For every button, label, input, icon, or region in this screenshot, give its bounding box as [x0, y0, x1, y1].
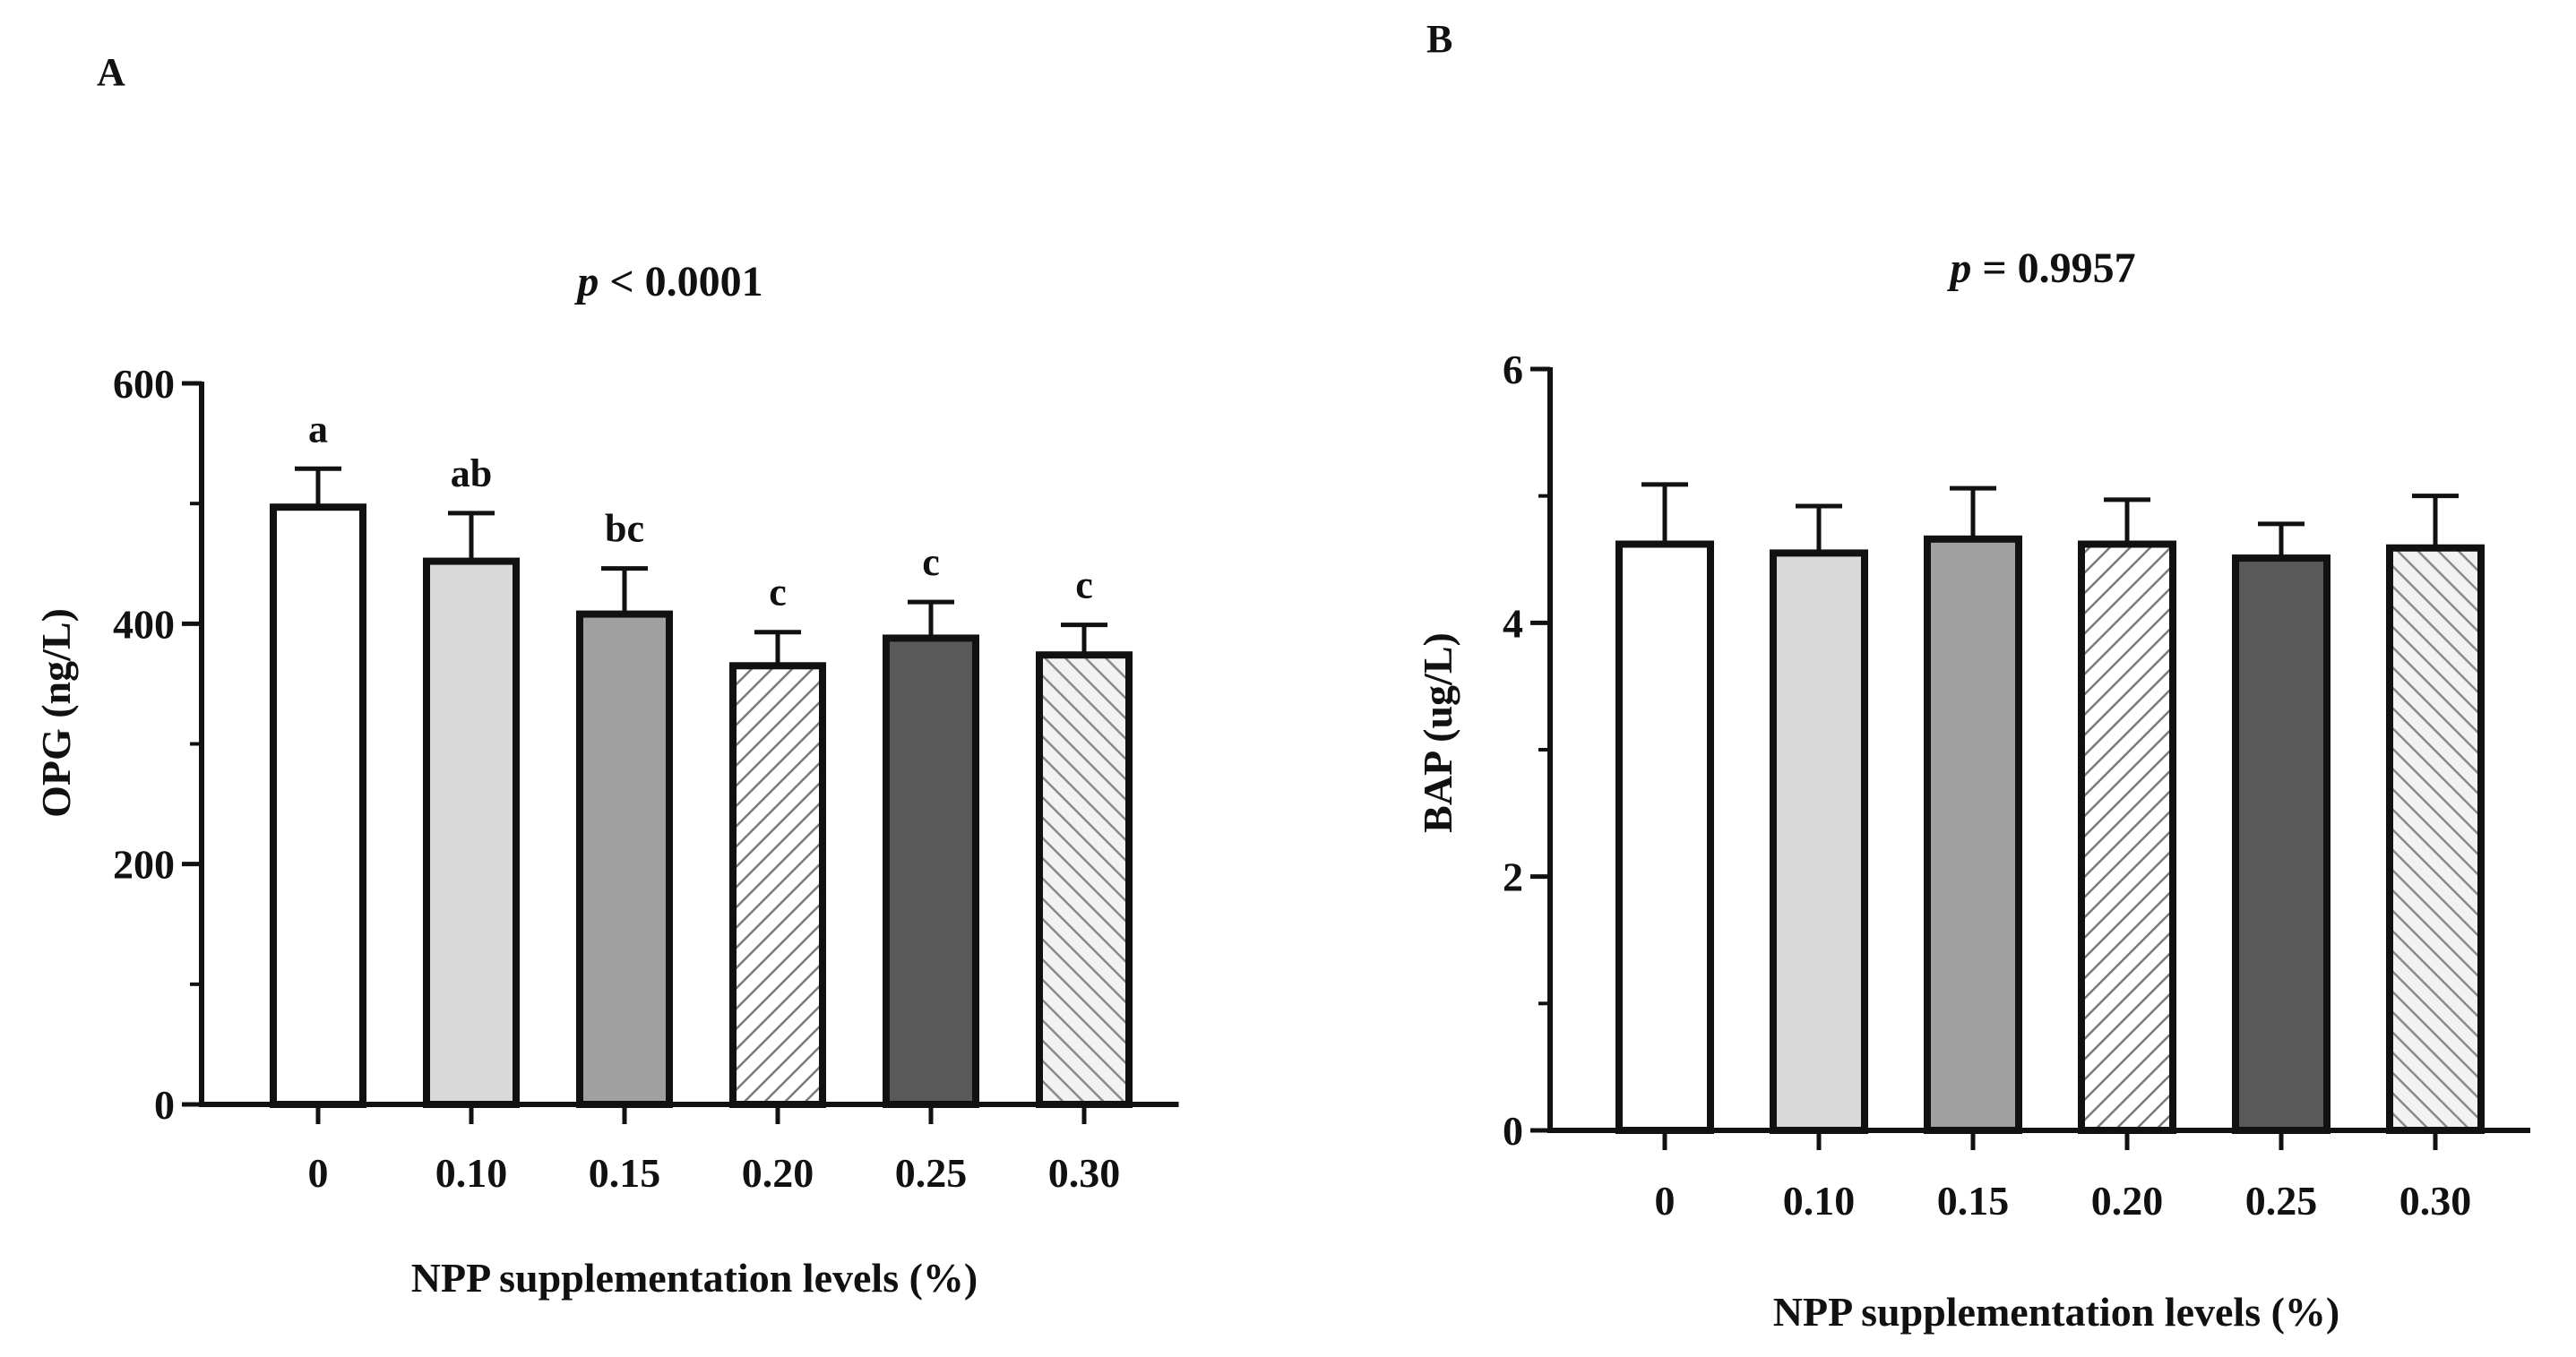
panel-b-title-rest: = 0.9957 [1971, 245, 2135, 292]
panel-a-y-axis-title: OPG (ng/L) [33, 608, 79, 818]
panel-a-bar-3 [729, 662, 826, 1109]
panel-b-bar-4 [2232, 554, 2330, 1134]
panel-a-bar-5 [1036, 651, 1133, 1108]
panel-a-x-tick-label: 0.15 [589, 1150, 661, 1196]
panel-a-y-tick-label: 200 [113, 842, 175, 888]
panel-b-x-tick-label: 0.10 [1783, 1178, 1856, 1224]
panel-a-y-tick-label: 600 [113, 361, 175, 407]
panel-b-y-tick-label: 6 [1503, 347, 1523, 392]
panel-a-x-axis-title: NPP supplementation levels (%) [411, 1255, 978, 1301]
panel-a-sig-letter: ab [451, 451, 492, 495]
panel-b-bar-5 [2386, 544, 2485, 1134]
panel-a-sig-letter: bc [605, 507, 644, 551]
panel-b-x-tick-label: 0.20 [2091, 1178, 2164, 1224]
panel-b-bar-2 [1924, 535, 2022, 1134]
panel-b-title-italic: p [1946, 245, 1971, 292]
panel-b-x-tick-label: 0.15 [1937, 1178, 2010, 1224]
panel-b-x-tick-label: 0 [1655, 1178, 1676, 1224]
panel-b-y-tick-label: 2 [1503, 855, 1523, 900]
panel-b-x-tick-label: 0.30 [2399, 1178, 2472, 1224]
panel-a-title: p < 0.0001 [573, 258, 762, 305]
panel-a-plot: 0 200 400 600 0 a 0.10 ab 0.15 bc 0.20 c 0.25 c 0.30 c [113, 361, 1179, 1196]
panel-a-x-tick-label: 0 [308, 1150, 329, 1196]
panel-a-bar-2 [576, 610, 673, 1108]
panel-a-y-tick-label: 400 [113, 601, 175, 647]
panel-a-y-tick-label: 0 [154, 1082, 175, 1128]
panel-a-sig-letter: c [769, 571, 787, 614]
panel-b-x-axis-title: NPP supplementation levels (%) [1773, 1289, 2339, 1335]
panel-a-sig-letter: c [1075, 563, 1093, 607]
panel-a-bar-4 [883, 634, 979, 1108]
panel-b-x-tick-label: 0.25 [2245, 1178, 2318, 1224]
panel-b-y-tick-label: 4 [1503, 600, 1523, 646]
panel-a-x-tick-label: 0.25 [895, 1150, 968, 1196]
panel-b-bar-3 [2078, 540, 2176, 1134]
panel-a-title-italic: p [573, 258, 599, 305]
panel-b-y-axis-title: BAP (ug/L) [1415, 632, 1460, 833]
panel-b-label: B [1426, 17, 1452, 61]
panel-a-x-tick-label: 0.30 [1048, 1150, 1121, 1196]
panel-a-label: A [97, 50, 125, 94]
panel-b-title: p = 0.9957 [1946, 245, 2135, 292]
panel-b-plot: 0 2 4 6 0 0.10 0.15 0.20 0.25 0.30 [1503, 347, 2530, 1224]
panel-a-sig-letter: c [922, 540, 940, 584]
panel-a-title-rest: < 0.0001 [599, 258, 762, 305]
panel-a-x-tick-label: 0.10 [435, 1150, 508, 1196]
panel-a-bar-0 [270, 503, 366, 1108]
panel-b-y-tick-label: 0 [1503, 1108, 1523, 1154]
panel-b-bar-0 [1615, 540, 1714, 1134]
panel-b-bar-1 [1770, 549, 1868, 1134]
panel-a-bar-1 [423, 557, 520, 1108]
panel-a-x-tick-label: 0.20 [742, 1150, 814, 1196]
panel-a-sig-letter: a [308, 407, 328, 451]
